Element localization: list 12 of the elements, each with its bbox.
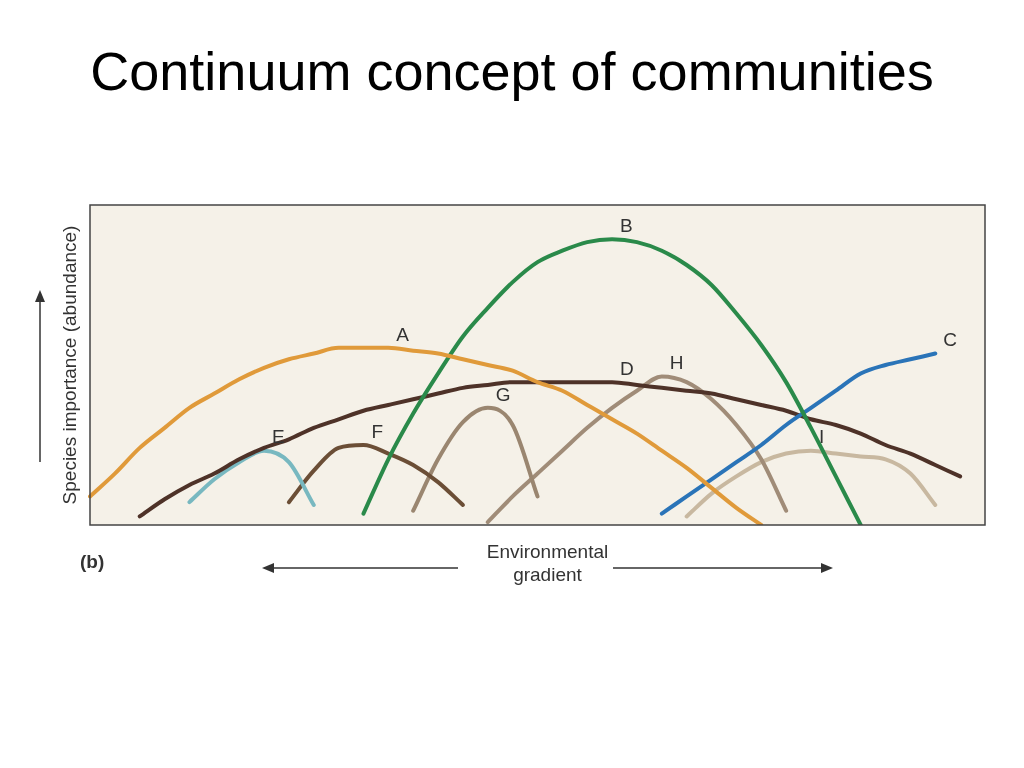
series-label: A [396, 323, 410, 345]
text: (b) [80, 551, 105, 573]
x-axis-title: Environmental gradient [485, 540, 610, 586]
y-axis-title: Species importance (abundance) [59, 225, 81, 505]
series-label: I [818, 426, 825, 448]
series-label: G [495, 383, 511, 405]
chart-title: Continuum concept of communities [89, 40, 935, 102]
series-label: C [943, 329, 958, 351]
series-label: H [669, 352, 684, 374]
series-label: F [371, 420, 384, 442]
series-label: D [620, 357, 634, 379]
series-label: B [620, 215, 633, 237]
